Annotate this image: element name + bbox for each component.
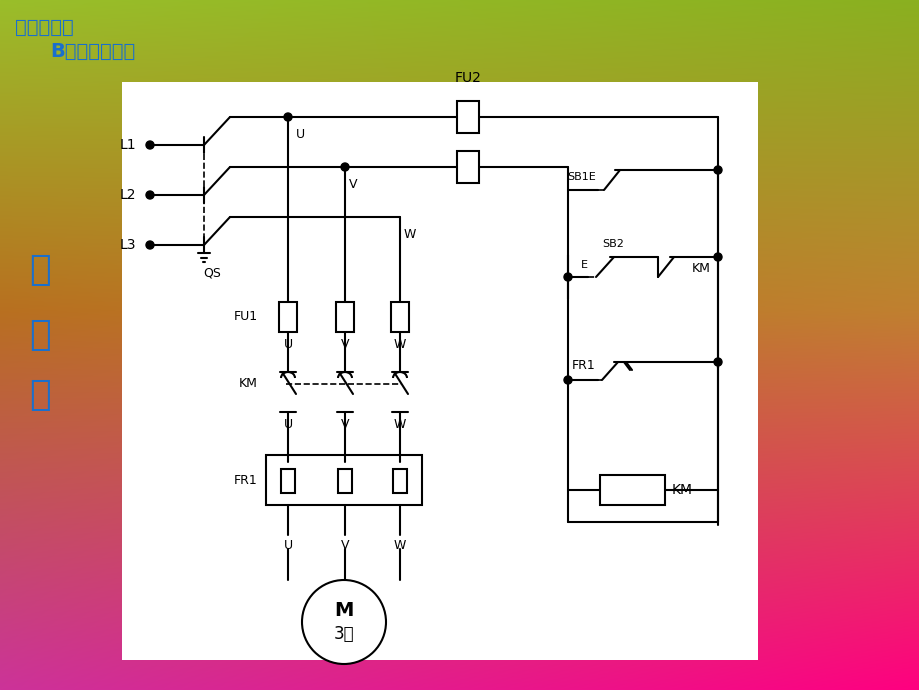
Text: V: V <box>340 418 349 431</box>
Text: U: U <box>283 338 292 351</box>
Circle shape <box>146 191 153 199</box>
Text: 图: 图 <box>29 378 51 412</box>
Text: FR1: FR1 <box>234 475 257 488</box>
Text: FU2: FU2 <box>454 71 481 85</box>
Text: KM: KM <box>691 262 710 275</box>
Circle shape <box>563 376 572 384</box>
Text: SB2: SB2 <box>601 239 623 249</box>
Bar <box>392 469 406 493</box>
Text: V: V <box>340 539 349 552</box>
Text: L3: L3 <box>119 238 136 252</box>
Text: FU1: FU1 <box>233 310 257 324</box>
Text: W: W <box>403 228 416 242</box>
Bar <box>266 455 422 505</box>
Text: W: W <box>393 418 406 431</box>
Text: M: M <box>334 600 353 620</box>
Bar <box>280 469 295 493</box>
Text: W: W <box>393 539 406 552</box>
Text: V: V <box>348 179 357 192</box>
Text: KM: KM <box>239 377 257 391</box>
Circle shape <box>563 273 572 281</box>
Text: 两地为例：: 两地为例： <box>15 18 74 37</box>
Circle shape <box>713 166 721 174</box>
Bar <box>391 302 409 332</box>
Circle shape <box>146 141 153 149</box>
Text: E: E <box>581 260 587 270</box>
Bar <box>457 151 479 183</box>
Text: KM: KM <box>671 483 692 497</box>
Text: U: U <box>283 418 292 431</box>
Bar <box>600 475 664 505</box>
Text: SB1E: SB1E <box>567 172 596 182</box>
Text: W: W <box>393 338 406 351</box>
Circle shape <box>341 163 348 171</box>
Circle shape <box>713 253 721 261</box>
Circle shape <box>301 580 386 664</box>
Text: U: U <box>296 128 305 141</box>
Bar <box>122 82 757 660</box>
Bar <box>457 101 479 133</box>
Text: L1: L1 <box>119 138 136 152</box>
Text: V: V <box>340 338 349 351</box>
Bar <box>335 302 354 332</box>
Circle shape <box>284 113 291 121</box>
Bar <box>337 469 352 493</box>
Text: L2: L2 <box>119 188 136 202</box>
Text: 电: 电 <box>29 253 51 287</box>
Text: QS: QS <box>203 267 221 280</box>
Text: 3～: 3～ <box>334 625 354 643</box>
Circle shape <box>713 358 721 366</box>
Circle shape <box>146 241 153 249</box>
Text: U: U <box>283 539 292 552</box>
Text: 路: 路 <box>29 318 51 352</box>
Text: FR1: FR1 <box>572 359 596 372</box>
Text: B地：控制电路: B地：控制电路 <box>50 42 135 61</box>
Bar <box>278 302 297 332</box>
